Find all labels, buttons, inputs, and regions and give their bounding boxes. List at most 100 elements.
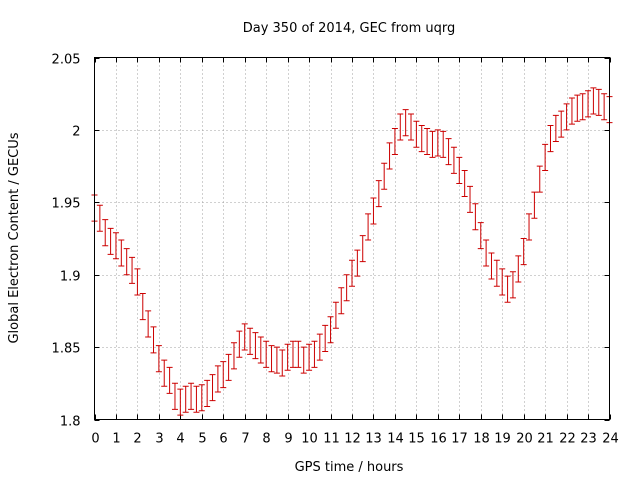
data-point-errorbar	[579, 93, 586, 121]
data-point-errorbar	[434, 129, 441, 157]
data-point-errorbar	[531, 191, 538, 219]
data-point-errorbar	[536, 165, 543, 193]
y-tick-label: 1.85	[52, 342, 81, 357]
data-point-errorbar	[477, 222, 484, 250]
data-point-errorbar	[279, 349, 286, 377]
data-point-errorbar	[402, 109, 409, 137]
data-point-errorbar	[381, 162, 388, 190]
grid	[94, 57, 610, 420]
data-point-errorbar	[193, 385, 200, 413]
data-point-errorbar	[107, 227, 114, 255]
x-tick-label: 3	[155, 432, 163, 447]
data-point-errorbar	[150, 326, 157, 354]
data-point-errorbar	[204, 379, 211, 407]
y-tick-label: 1.9	[60, 270, 81, 285]
data-point-errorbar	[590, 87, 597, 115]
data-point-errorbar	[440, 130, 447, 158]
data-point-errorbar	[359, 235, 366, 263]
data-point-errorbar	[118, 239, 125, 267]
y-tick-label: 1.95	[52, 197, 81, 212]
data-point-errorbar	[585, 90, 592, 118]
data-point-errorbar	[166, 366, 173, 394]
x-tick-label: 11	[323, 432, 340, 447]
x-axis-label: GPS time / hours	[295, 460, 404, 475]
chart-title: Day 350 of 2014, GEC from uqrg	[243, 21, 456, 36]
data-point-errorbar	[391, 127, 398, 156]
data-point-errorbar	[273, 346, 280, 374]
x-tick-label: 15	[408, 432, 425, 447]
data-point-errorbar	[155, 345, 162, 373]
data-point-errorbar	[509, 271, 516, 299]
data-point-errorbar	[375, 180, 382, 208]
x-tick-label: 2	[133, 432, 141, 447]
x-tick-label: 22	[559, 432, 576, 447]
data-point-errorbar	[209, 374, 216, 402]
data-point-errorbar	[552, 114, 559, 142]
data-point-errorbar	[520, 238, 527, 266]
data-point-errorbar	[467, 185, 474, 213]
x-tick-label: 7	[241, 432, 249, 447]
data-point-errorbar	[488, 252, 495, 280]
y-tick-label: 2	[72, 125, 80, 140]
data-point-errorbar	[424, 127, 431, 156]
data-point-errorbar	[284, 343, 291, 371]
data-point-errorbar	[289, 340, 296, 368]
data-point-errorbar	[563, 103, 570, 131]
x-tick-label: 0	[91, 432, 99, 447]
data-point-errorbar	[295, 340, 302, 368]
data-point-errorbar	[547, 125, 554, 153]
data-point-errorbar	[338, 287, 345, 315]
data-point-errorbar	[252, 332, 259, 360]
x-tick-label: 9	[284, 432, 292, 447]
data-point-errorbar	[493, 259, 500, 287]
x-tick-label: 21	[537, 432, 554, 447]
x-tick-label: 8	[262, 432, 270, 447]
data-point-errorbar	[343, 274, 350, 302]
data-point-errorbar	[134, 268, 141, 296]
data-point-errorbar	[483, 239, 490, 267]
data-point-errorbar	[306, 343, 313, 371]
x-tick-label: 20	[516, 432, 533, 447]
x-tick-label: 17	[451, 432, 468, 447]
data-point-errorbar	[268, 345, 275, 373]
data-point-errorbar	[365, 213, 372, 241]
x-tick-label: 24	[602, 432, 619, 447]
data-point-errorbar	[558, 110, 565, 138]
data-point-errorbar	[354, 249, 361, 277]
x-tick-label: 16	[430, 432, 447, 447]
data-point-errorbar	[429, 130, 436, 158]
y-tick-label: 1.8	[60, 415, 81, 430]
data-point-errorbar	[129, 256, 136, 284]
data-point-errorbar	[112, 232, 119, 260]
data-point-errorbar	[241, 323, 248, 351]
data-point-errorbar	[300, 346, 307, 374]
data-point-errorbar	[220, 361, 227, 389]
data-point-errorbar	[574, 94, 581, 122]
data-point-errorbar	[386, 142, 393, 170]
data-point-errorbar	[472, 203, 479, 231]
data-point-errorbar	[311, 340, 318, 368]
x-tick-label: 18	[473, 432, 490, 447]
data-point-errorbar	[102, 219, 109, 247]
data-point-errorbar	[456, 156, 463, 184]
data-point-errorbar	[316, 333, 323, 361]
data-point-errorbar	[499, 268, 506, 296]
x-tick-label: 6	[219, 432, 227, 447]
x-tick-label: 19	[494, 432, 511, 447]
data-point-errorbar	[247, 327, 254, 355]
data-point-errorbar	[182, 385, 189, 413]
plot-frame	[94, 57, 610, 420]
data-point-errorbar	[397, 113, 404, 141]
data-point-errorbar	[370, 197, 377, 225]
data-point-errorbar	[123, 248, 130, 276]
data-point-errorbar	[526, 213, 533, 241]
x-tick-label: 23	[580, 432, 597, 447]
data-point-errorbar	[332, 301, 339, 329]
data-point-errorbar	[461, 169, 468, 198]
x-tick-label: 10	[301, 432, 318, 447]
x-tick-label: 5	[198, 432, 206, 447]
data-point-errorbar	[327, 316, 334, 344]
data-point-errorbar	[161, 359, 168, 387]
data-point-errorbar	[139, 293, 146, 321]
